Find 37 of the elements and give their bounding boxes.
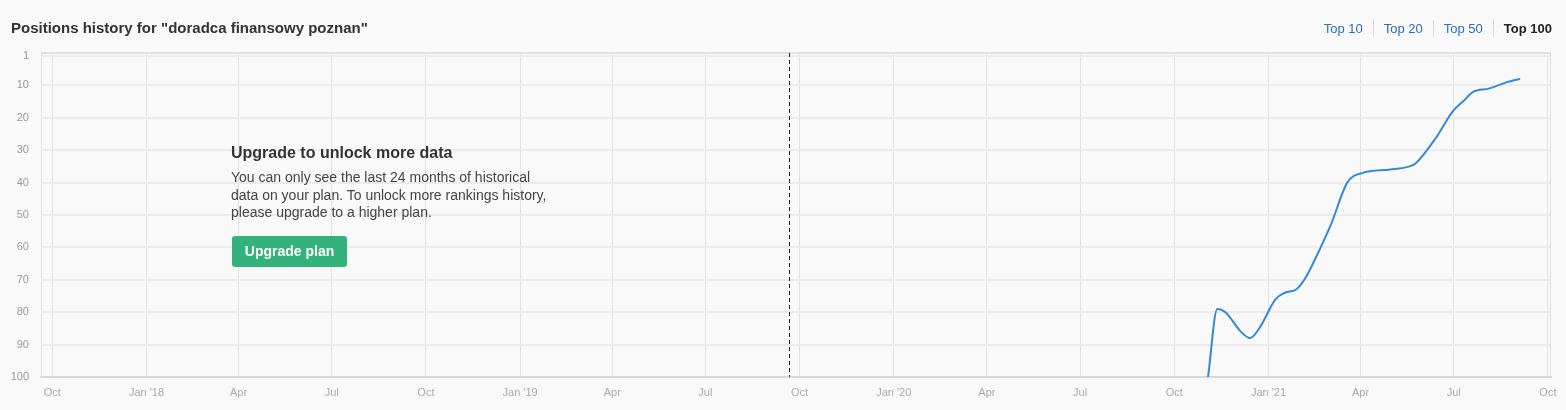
text: Top 20: [1383, 20, 1423, 37]
x-tick-label: Apr: [603, 385, 622, 398]
x-tick-label: Jan '18: [128, 385, 165, 398]
line-series: [1207, 77, 1521, 377]
x-tick-label: Jan '20: [876, 385, 912, 398]
x-tick-label: Apr: [978, 385, 996, 398]
y-tick-label: 20: [16, 110, 29, 123]
y-tick-label: 1: [22, 49, 29, 62]
text: Top 100: [1503, 20, 1552, 37]
text: Top 10: [1323, 20, 1363, 37]
y-tick-label: 100: [10, 370, 29, 383]
x-tick-label: Jan '19: [502, 385, 538, 398]
y-tick-label: 90: [16, 337, 29, 350]
x-tick-label: Oct: [791, 385, 809, 398]
annotation: You can only see the last 24 months of historical data on your plan. To unlock more rankings history, please upgrade to a higher plan.: [231, 169, 548, 222]
y-tick-label: 60: [16, 240, 29, 253]
x-tick-label: Oct: [1165, 385, 1183, 398]
y-tick-label: 80: [16, 305, 29, 318]
x-tick-label: Jul: [1073, 385, 1088, 398]
x-tick-label: Apr: [1352, 385, 1370, 398]
chart-title: Positions history for "doradca finansowy poznan": [11, 19, 368, 37]
button[interactable]: Upgrade plan: [232, 236, 347, 267]
y-tick-label: 40: [16, 175, 29, 188]
y-tick-label: 30: [16, 143, 29, 156]
x-tick-label: Apr: [230, 385, 248, 398]
y-tick-label: 70: [16, 272, 29, 285]
annotation: Upgrade to unlock more data: [231, 143, 453, 163]
x-tick-label: Oct: [417, 385, 435, 398]
x-tick-label: Jul: [1446, 385, 1461, 398]
x-tick-label: Oct: [43, 385, 61, 398]
x-tick-label: Jul: [324, 385, 339, 398]
x-tick-label: Jul: [698, 385, 713, 398]
x-tick-label: Oct: [1539, 385, 1557, 398]
y-tick-label: 50: [16, 208, 29, 221]
y-tick-label: 10: [16, 78, 29, 91]
text: Top 50: [1443, 20, 1483, 37]
x-tick-label: Jan '21: [1250, 385, 1287, 398]
